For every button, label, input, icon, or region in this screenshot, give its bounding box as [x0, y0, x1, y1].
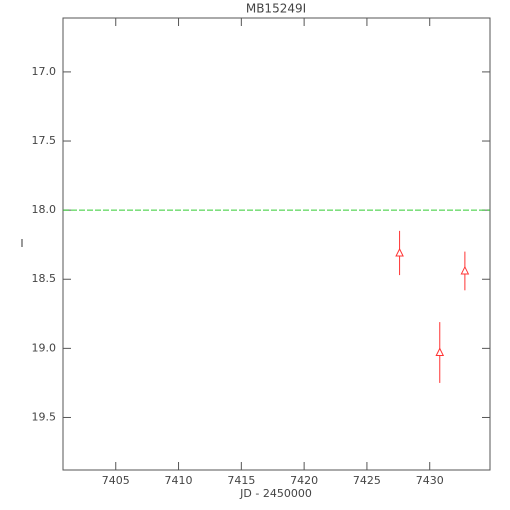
x-tick-label: 7420: [290, 474, 318, 487]
x-tick-label: 7410: [165, 474, 193, 487]
y-axis-label: I: [20, 237, 23, 250]
x-tick-label: 7405: [102, 474, 130, 487]
plot-frame: [62, 17, 491, 471]
x-tick-label: 7430: [416, 474, 444, 487]
x-axis-label: JD - 2450000: [239, 487, 312, 500]
point: [460, 265, 470, 275]
point: [435, 347, 445, 357]
point: [395, 247, 404, 257]
y-tick-label: 17.0: [32, 65, 57, 78]
y-tick-label: 18.0: [32, 203, 57, 216]
x-tick-label: 7425: [353, 474, 381, 487]
y-tick-label: 18.5: [32, 272, 57, 285]
chart-title: MB15249I: [246, 2, 306, 16]
y-tick-label: 17.5: [32, 134, 57, 147]
x-tick-label: 7415: [227, 474, 255, 487]
y-tick-label: 19.5: [32, 410, 57, 423]
y-tick-label: 19.0: [32, 341, 57, 354]
